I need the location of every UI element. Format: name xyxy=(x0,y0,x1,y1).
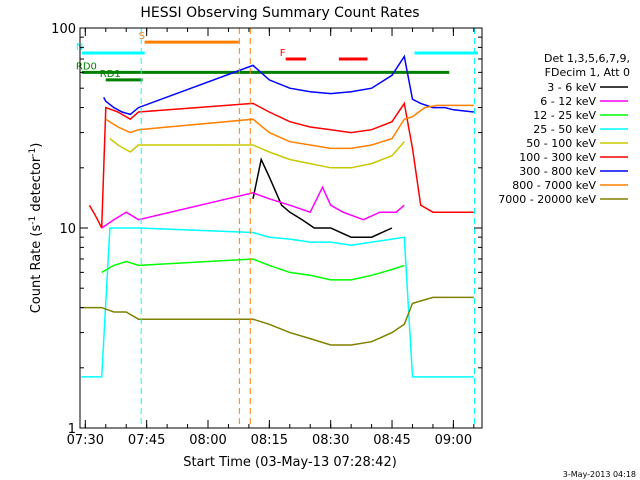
y-tick-label: 1 xyxy=(68,422,76,437)
y-tick-label: 100 xyxy=(51,22,76,37)
y-axis-label: Count Rate (s-1 detector-1) xyxy=(28,143,44,314)
legend-entry-label: 3 - 6 keV xyxy=(547,81,596,94)
legend-entry-label: 25 - 50 keV xyxy=(533,123,596,136)
legend-entry-label: 300 - 800 keV xyxy=(519,165,596,178)
legend-header: FDecim 1, Att 0 xyxy=(545,66,630,79)
x-tick-label: 08:30 xyxy=(312,433,349,448)
legend-entry-label: 12 - 25 keV xyxy=(533,109,596,122)
series-line-6 xyxy=(81,227,474,378)
legend-entry-label: 100 - 300 keV xyxy=(519,151,596,164)
x-tick-label: 08:15 xyxy=(251,433,288,448)
series-line-5 xyxy=(101,185,405,229)
footer-date: 3-May-2013 04:18 xyxy=(563,470,636,479)
flag-label-f: F xyxy=(280,48,286,59)
series-line-1 xyxy=(88,101,474,229)
series-line-3 xyxy=(109,138,405,169)
legend-header: Det 1,3,5,6,7,9, xyxy=(544,52,630,65)
series-line-0 xyxy=(103,54,474,116)
flag-label-rd0: RD0 xyxy=(76,61,97,72)
series-line-7 xyxy=(101,258,405,281)
legend-entry-label: 50 - 100 keV xyxy=(526,137,596,150)
x-tick-label: 07:30 xyxy=(67,433,104,448)
series-line-4 xyxy=(252,157,393,238)
x-tick-label: 08:45 xyxy=(373,433,410,448)
y-tick-label: 10 xyxy=(59,222,76,237)
x-tick-label: 07:45 xyxy=(128,433,165,448)
legend-entry-label: 6 - 12 keV xyxy=(540,95,596,108)
flag-label-s: S xyxy=(139,31,145,42)
chart-title: HESSI Observing Summary Count Rates xyxy=(140,5,419,21)
series-line-8 xyxy=(81,296,474,346)
x-tick-label: 08:00 xyxy=(189,433,226,448)
x-tick-label: 09:00 xyxy=(435,433,472,448)
legend-entry-label: 7000 - 20000 keV xyxy=(498,193,596,206)
flag-label-rd1: RD1 xyxy=(100,69,121,80)
legend-entry-label: 800 - 7000 keV xyxy=(512,179,596,192)
x-axis-label: Start Time (03-May-13 07:28:42) xyxy=(183,455,397,470)
series-line-2 xyxy=(105,104,474,150)
